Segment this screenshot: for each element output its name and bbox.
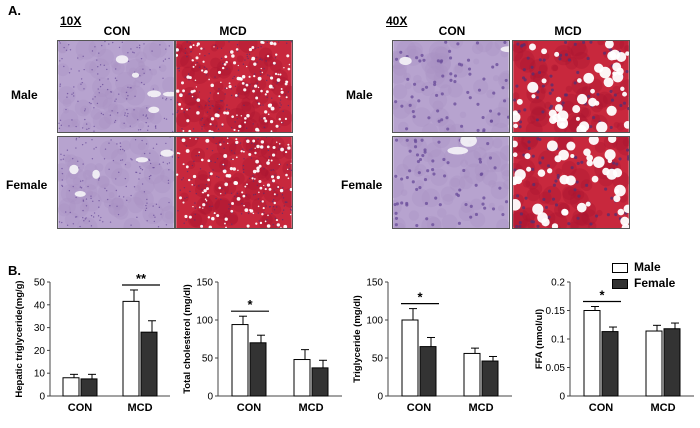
y-axis-label: Hepatic triglyceride(mg/g): [14, 280, 25, 397]
chart-legend: Male Female: [612, 260, 696, 296]
col-label-40x-con: CON: [438, 24, 466, 38]
y-tick-label: 30: [34, 323, 46, 334]
x-tick-label: MCD: [650, 402, 675, 414]
y-axis-label: Triglyceride (mg/dl): [352, 295, 363, 383]
x-tick-label: MCD: [127, 402, 152, 414]
y-tick-label: 0.1: [551, 335, 565, 346]
y-tick-label: 50: [202, 354, 214, 365]
legend-swatch-male: [612, 263, 628, 273]
bar-male-mcd: [293, 359, 311, 397]
row-label-40x-female: Female: [341, 178, 383, 192]
y-tick-label: 0: [207, 392, 213, 403]
row-label-40x-male: Male: [346, 88, 373, 102]
y-tick-label: 20: [34, 346, 46, 357]
y-tick-label: 40: [34, 300, 46, 311]
y-tick-label: 0: [559, 392, 565, 403]
legend-swatch-female: [612, 279, 628, 289]
y-tick-label: 10: [34, 369, 46, 380]
col-label-10x-con: CON: [103, 24, 131, 38]
bar-female-mcd: [311, 367, 329, 397]
magnification-10x-label: 10X: [60, 14, 82, 28]
x-tick-label: MCD: [298, 402, 323, 414]
bar-female-mcd: [481, 360, 499, 397]
micrograph-10x-con-male: [57, 40, 175, 133]
x-tick-label: MCD: [468, 402, 493, 414]
y-tick-label: 0: [377, 392, 383, 403]
x-tick-label: CON: [68, 402, 93, 414]
x-tick-label: CON: [407, 402, 432, 414]
significance-marker: *: [247, 297, 253, 312]
bar-male-con: [231, 324, 249, 397]
y-tick-label: 0: [39, 392, 45, 403]
row-label-10x-female: Female: [6, 178, 48, 192]
bar-male-con: [62, 377, 80, 397]
bar-female-con: [419, 346, 437, 397]
bar-male-mcd: [122, 300, 140, 397]
micrograph-40x-con-male: [392, 40, 510, 133]
y-axis-label: Total cholesterol (mg/dl): [182, 284, 193, 394]
row-label-10x-male: Male: [11, 88, 38, 102]
y-tick-label: 50: [372, 354, 384, 365]
significance-marker: **: [136, 271, 147, 286]
micrograph-10x-mcd-female: [175, 136, 293, 229]
bar-female-con: [601, 331, 619, 397]
plot-area: 0 10 20 30 40 50 Hepatic triglyceride(mg/g) CON…: [14, 271, 170, 414]
y-tick-label: 0.2: [551, 278, 565, 289]
bar-female-con: [80, 378, 98, 397]
col-label-40x-mcd: MCD: [554, 24, 582, 38]
y-tick-label: 0.05: [546, 363, 566, 374]
panel-b-letter: B.: [8, 263, 21, 278]
bar-male-con: [401, 319, 419, 397]
legend-label-male: Male: [634, 260, 661, 274]
micrograph-40x-mcd-female: [512, 136, 630, 229]
bar-male-mcd: [463, 352, 481, 397]
significance-marker: *: [417, 290, 423, 305]
significance-marker: *: [599, 288, 605, 303]
y-tick-label: 150: [366, 278, 383, 289]
col-label-10x-mcd: MCD: [219, 24, 247, 38]
bar-female-mcd: [140, 331, 158, 397]
micrograph-10x-con-female: [57, 136, 175, 229]
bar-female-con: [249, 342, 267, 397]
magnification-40x-label: 40X: [386, 14, 408, 28]
micrograph-40x-mcd-male: [512, 40, 630, 133]
y-tick-label: 0.15: [546, 306, 566, 317]
y-axis-label: FFA (nmol/ul): [534, 309, 545, 369]
legend-label-female: Female: [634, 276, 676, 290]
bar-chart-ffa: 0 0.05 0.1 0.15 0.2 FFA (nmol/ul) CON MCD *: [534, 278, 694, 414]
x-tick-label: CON: [237, 402, 262, 414]
y-tick-label: 150: [196, 278, 213, 289]
y-tick-label: 100: [196, 316, 213, 327]
bar-male-mcd: [645, 330, 663, 397]
bar-chart-hepatic-triglyceride: 0 10 20 30 40 50 Hepatic triglyceride(mg/g) CON…: [14, 271, 170, 414]
y-tick-label: 50: [34, 278, 46, 289]
bar-male-con: [583, 310, 601, 397]
x-tick-label: CON: [589, 402, 614, 414]
bar-female-mcd: [663, 328, 681, 397]
micrograph-10x-mcd-male: [175, 40, 293, 133]
micrograph-40x-con-female: [392, 136, 510, 229]
panel-a-letter: A.: [8, 3, 21, 18]
plot-area: 0 0.05 0.1 0.15 0.2 FFA (nmol/ul) CON MCD *: [534, 278, 694, 414]
y-tick-label: 100: [366, 316, 383, 327]
